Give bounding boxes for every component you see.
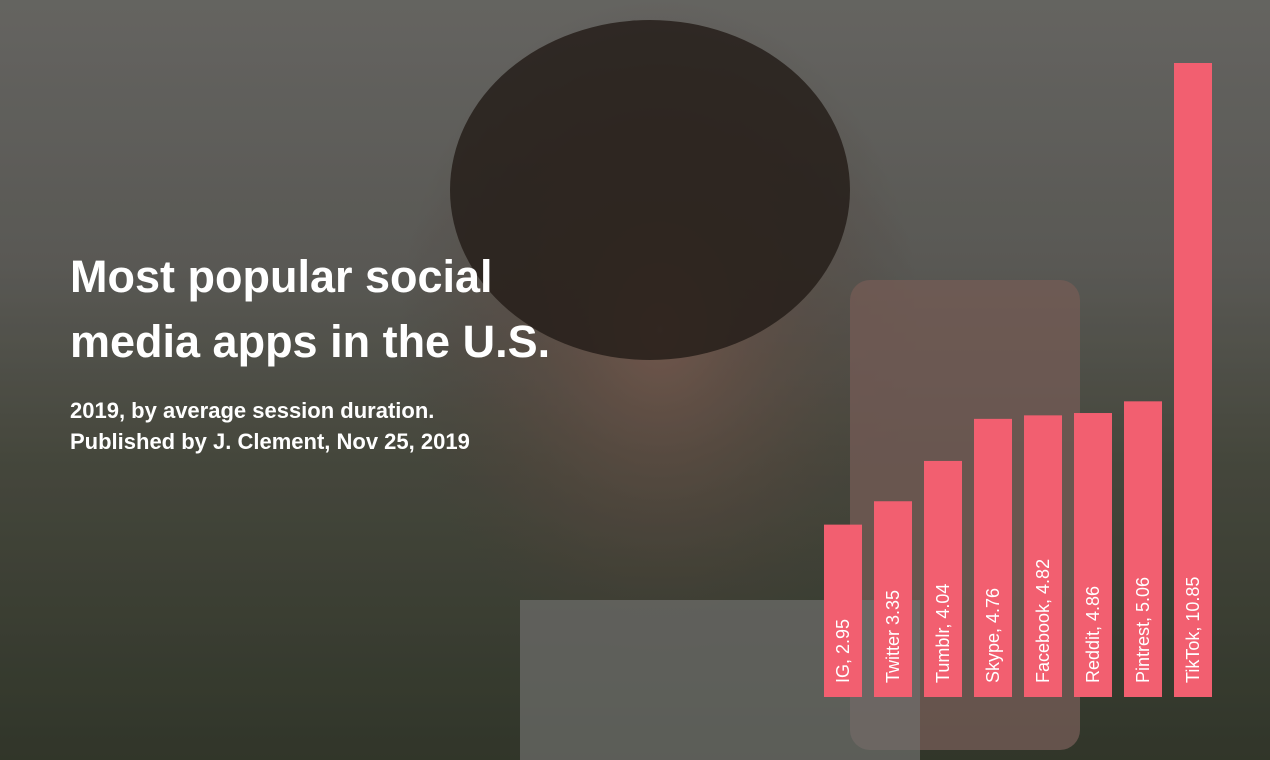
bar — [824, 524, 862, 697]
bar — [924, 460, 962, 697]
bar — [1074, 413, 1112, 697]
bar — [1174, 63, 1212, 697]
bar — [974, 418, 1012, 697]
bar — [1124, 401, 1162, 697]
bar-label: Facebook, 4.82 — [1033, 559, 1053, 683]
bar-label: Skype, 4.76 — [983, 588, 1003, 683]
chart-subtitle: 2019, by average session duration. — [70, 398, 434, 423]
bar — [1024, 415, 1062, 697]
chart-source: Published by J. Clement, Nov 25, 2019 — [70, 429, 470, 454]
chart-title: Most popular social media apps in the U.S… — [70, 251, 550, 367]
bar-label: Pintrest, 5.06 — [1133, 577, 1153, 683]
bar-label: TikTok, 10.85 — [1183, 577, 1203, 683]
photo-hair — [450, 20, 850, 360]
bar-label: Reddit, 4.86 — [1083, 586, 1103, 683]
bar — [874, 501, 912, 697]
bar-label: Twitter 3.35 — [883, 590, 903, 683]
bar-label: Tumblr, 4.04 — [933, 584, 953, 683]
bar-label: IG, 2.95 — [833, 619, 853, 683]
